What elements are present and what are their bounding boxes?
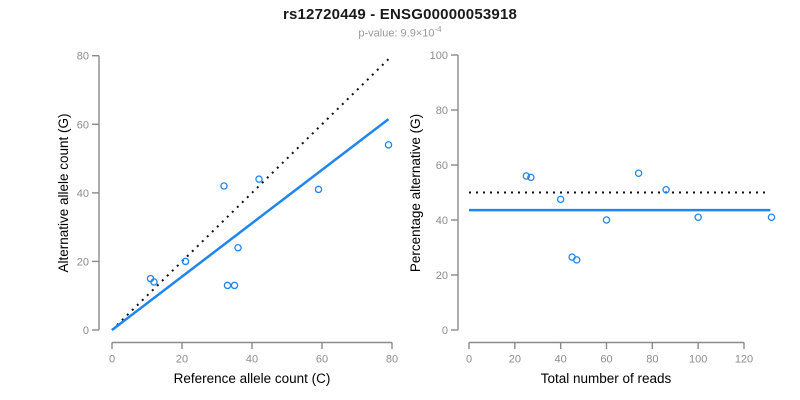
scatter-point <box>527 173 535 182</box>
left-y-axis-title: Alternative allele count (G) <box>56 113 71 272</box>
y-tick-label: 80 <box>436 105 448 117</box>
left-scatter-panel: 0 20 40 60 80 0 20 40 60 80 <box>77 51 398 366</box>
scatter-point <box>572 256 581 264</box>
scatter-point <box>767 213 776 221</box>
y-tick-label: 80 <box>77 51 89 63</box>
scatter-point <box>522 172 531 180</box>
identity-line <box>111 58 390 331</box>
y-tick-label: 60 <box>77 119 89 131</box>
regression-line <box>111 118 390 331</box>
x-tick-label: 120 <box>735 354 753 366</box>
scatter-point <box>150 278 158 286</box>
p-value-subtitle: p-value: 9.9×10-4 <box>0 25 800 40</box>
scatter-point <box>556 195 565 204</box>
scatter-point <box>220 182 228 190</box>
left-x-axis-title: Reference allele count (C) <box>174 371 331 386</box>
scatter-point <box>384 141 393 149</box>
right-y-axis-title: Percentage alternative (G) <box>408 114 423 272</box>
x-tick-label: 80 <box>646 354 658 366</box>
scatter-point <box>314 185 323 194</box>
y-tick-label: 0 <box>83 325 89 337</box>
x-tick-label: 100 <box>689 354 707 366</box>
y-tick-label: 60 <box>436 160 448 172</box>
x-tick-label: 40 <box>555 354 567 366</box>
y-tick-label: 40 <box>77 188 89 200</box>
y-tick-label: 40 <box>436 215 448 227</box>
x-tick-label: 60 <box>600 354 612 366</box>
x-tick-label: 20 <box>176 354 188 366</box>
x-tick-label: 60 <box>316 354 328 366</box>
x-tick-label: 0 <box>466 354 472 366</box>
scatter-point <box>255 175 263 183</box>
scatter-point <box>694 213 702 221</box>
x-tick-label: 0 <box>109 354 115 366</box>
scatter-point <box>602 216 611 224</box>
scatter-point <box>634 169 643 177</box>
scatter-point <box>230 281 239 290</box>
y-tick-label: 20 <box>436 270 448 282</box>
scatter-point <box>223 281 232 290</box>
x-tick-label: 40 <box>246 354 258 366</box>
page-title: rs12720449 - ENSG00000053918 <box>282 6 518 23</box>
y-tick-label: 100 <box>430 50 448 62</box>
scatter-point <box>662 185 670 194</box>
y-tick-label: 20 <box>77 256 89 268</box>
right-x-axis-title: Total number of reads <box>541 371 672 386</box>
right-scatter-panel: 0 20 40 60 80 100 0 20 40 60 80 100 120 <box>430 50 776 366</box>
y-tick-label: 0 <box>442 325 448 337</box>
x-tick-label: 20 <box>509 354 521 366</box>
x-tick-label: 80 <box>386 354 398 366</box>
p-value-text: p-value: 9.9×10 <box>358 27 435 40</box>
p-value-exponent: -4 <box>434 25 442 34</box>
scatter-point <box>181 257 190 266</box>
scatter-point <box>234 243 242 252</box>
